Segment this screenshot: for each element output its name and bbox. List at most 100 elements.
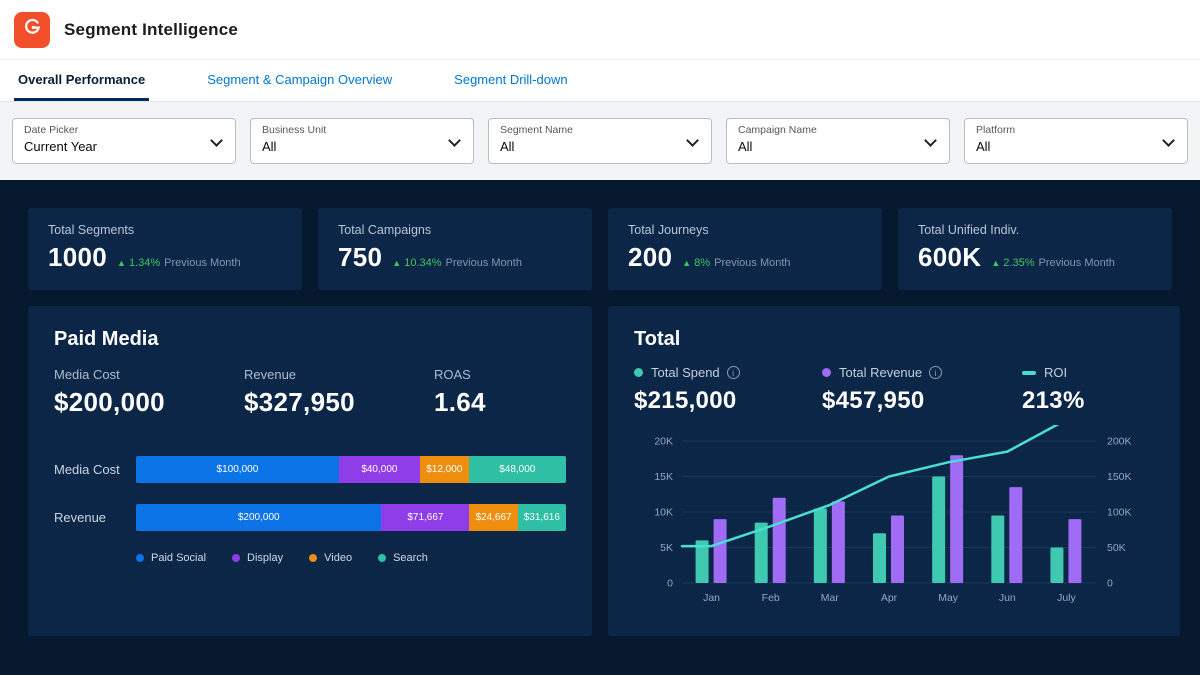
legend-label: Display <box>247 552 284 564</box>
kpi-delta-suffix: Previous Month <box>714 257 791 269</box>
svg-text:0: 0 <box>1107 578 1113 590</box>
legend-label: Search <box>393 552 428 564</box>
svg-text:Jun: Jun <box>999 592 1016 604</box>
filter-business-unit[interactable]: Business Unit All <box>250 118 474 164</box>
bar-row-label: Media Cost <box>54 462 120 477</box>
chevron-down-icon <box>686 134 699 147</box>
svg-text:150K: 150K <box>1107 471 1132 483</box>
kpi-delta-suffix: Previous Month <box>1038 257 1115 269</box>
legend-label: Total Spend <box>651 365 720 380</box>
filter-label: Campaign Name <box>738 124 817 136</box>
svg-text:20K: 20K <box>654 436 673 448</box>
legend-item-display[interactable]: Display <box>232 552 283 564</box>
bar-segment-search: $48,000 <box>468 456 566 483</box>
filter-label: Segment Name <box>500 124 573 136</box>
chevron-down-icon <box>448 134 461 147</box>
filter-bar: Date Picker Current Year Business Unit A… <box>0 102 1200 180</box>
filter-date-picker[interactable]: Date Picker Current Year <box>12 118 236 164</box>
total-revenue-legend-dot <box>822 368 831 377</box>
stacked-bar-chart: Media Cost $100,000 $40,000 $12,000 $48,000 R… <box>54 456 566 531</box>
kpi-value: 750 <box>338 242 383 272</box>
tab-overall-performance[interactable]: Overall Performance <box>14 60 150 101</box>
filter-value: All <box>976 139 991 154</box>
kpi-value: 1000 <box>48 242 108 272</box>
chevron-down-icon <box>210 134 223 147</box>
stat-total-spend: Total Spend i $215,000 <box>634 365 792 415</box>
legend-dot <box>378 554 387 562</box>
paid-media-metrics: Media Cost $200,000 Revenue $327,950 ROA… <box>54 367 566 418</box>
dashboard-body: Total Segments 1000 ▲ 1.34% Previous Mont… <box>0 180 1200 675</box>
tab-segment-drilldown[interactable]: Segment Drill-down <box>454 71 568 87</box>
bar-segment-paid-social: $200,000 <box>136 504 382 531</box>
up-arrow-icon: ▲ <box>392 258 402 268</box>
kpi-delta-suffix: Previous Month <box>445 257 522 269</box>
svg-text:May: May <box>938 592 959 604</box>
kpi-total-segments: Total Segments 1000 ▲ 1.34% Previous Mont… <box>28 208 302 290</box>
bar-segment-paid-social: $100,000 <box>136 456 339 483</box>
legend-dot <box>309 554 318 562</box>
stacked-bar: $200,000 $71,667 $24,667 $31,616 <box>136 504 566 531</box>
legend-item-video[interactable]: Video <box>309 552 352 564</box>
legend-label: ROI <box>1044 365 1068 380</box>
bar-row-label: Revenue <box>54 510 107 525</box>
kpi-label: Total Journeys <box>628 223 709 237</box>
info-icon[interactable]: i <box>929 366 943 379</box>
roi-legend-dash <box>1022 370 1036 375</box>
page-title: Segment Intelligence <box>64 19 239 39</box>
svg-text:0: 0 <box>667 578 673 590</box>
stacked-bar: $100,000 $40,000 $12,000 $48,000 <box>136 456 566 483</box>
kpi-delta-suffix: Previous Month <box>164 257 241 269</box>
kpi-row: Total Segments 1000 ▲ 1.34% Previous Mont… <box>28 208 1172 290</box>
total-spend-legend-dot <box>634 368 643 377</box>
svg-text:15K: 15K <box>654 471 673 483</box>
bar-segment-video: $24,667 <box>469 504 518 531</box>
info-icon[interactable]: i <box>726 366 740 379</box>
up-arrow-icon: ▲ <box>682 258 692 268</box>
legend-item-search[interactable]: Search <box>378 552 428 564</box>
svg-text:100K: 100K <box>1107 507 1132 519</box>
legend-item-paid-social[interactable]: Paid Social <box>136 552 206 564</box>
bar-segment-video: $12,000 <box>419 456 469 483</box>
filter-campaign-name[interactable]: Campaign Name All <box>726 118 950 164</box>
combo-bar-line-chart: 0 0 5K 50K 10K 100K 15K 150K 20K 200K Jan Feb Mar Apr… <box>634 418 1154 622</box>
kpi-label: Total Unified Indiv. <box>918 223 1020 237</box>
total-stats: Total Spend i $215,000 Total Revenue i $… <box>634 365 1154 415</box>
stat-roi: ROI 213% <box>1022 365 1085 415</box>
filter-platform[interactable]: Platform All <box>964 118 1188 164</box>
kpi-value: 200 <box>628 242 673 272</box>
kpi-delta: ▲ 8% <box>682 257 711 269</box>
filter-segment-name[interactable]: Segment Name All <box>488 118 712 164</box>
kpi-delta: ▲ 10.34% <box>392 257 442 269</box>
stacked-bar-row: Media Cost $100,000 $40,000 $12,000 $48,000 <box>54 456 566 483</box>
tab-bar: Overall Performance Segment & Campaign O… <box>0 60 1200 102</box>
chevron-down-icon <box>924 134 937 147</box>
stat-value: 213% <box>1022 387 1085 414</box>
kpi-label: Total Campaigns <box>338 223 432 237</box>
metric-revenue: Revenue $327,950 <box>244 367 355 417</box>
legend-dot <box>136 554 144 562</box>
filter-value: All <box>500 139 515 154</box>
legend-label: Video <box>324 552 353 564</box>
svg-text:Mar: Mar <box>821 592 840 604</box>
kpi-value: 600K <box>918 242 982 272</box>
tab-segment-campaign-overview[interactable]: Segment & Campaign Overview <box>207 71 393 87</box>
total-panel: Total Total Spend i $215,000 Total Reven… <box>608 306 1180 636</box>
stat-total-revenue: Total Revenue i $457,950 <box>822 365 992 415</box>
stacked-bar-legend: Paid Social Display Video Search <box>54 552 566 564</box>
stacked-bar-row: Revenue $200,000 $71,667 $24,667 $31,616 <box>54 504 566 531</box>
kpi-delta: ▲ 2.35% <box>991 257 1035 269</box>
metric-roas: ROAS 1.64 <box>434 367 486 417</box>
bar-segment-display: $40,000 <box>338 456 420 483</box>
up-arrow-icon: ▲ <box>117 258 126 268</box>
svg-text:July: July <box>1057 592 1076 604</box>
metric-media-cost: Media Cost $200,000 <box>54 367 165 417</box>
paid-media-panel: Paid Media Media Cost $200,000 Revenue $… <box>28 306 592 636</box>
svg-text:Apr: Apr <box>881 592 898 604</box>
kpi-total-unified-indiv: Total Unified Indiv. 600K ▲ 2.35% Previou… <box>898 208 1172 290</box>
filter-label: Business Unit <box>262 124 327 136</box>
bar-segment-display: $71,667 <box>381 504 470 531</box>
up-arrow-icon: ▲ <box>991 258 1001 268</box>
svg-text:200K: 200K <box>1107 436 1132 448</box>
filter-value: All <box>262 139 277 154</box>
bar-segment-search: $31,616 <box>517 504 566 531</box>
